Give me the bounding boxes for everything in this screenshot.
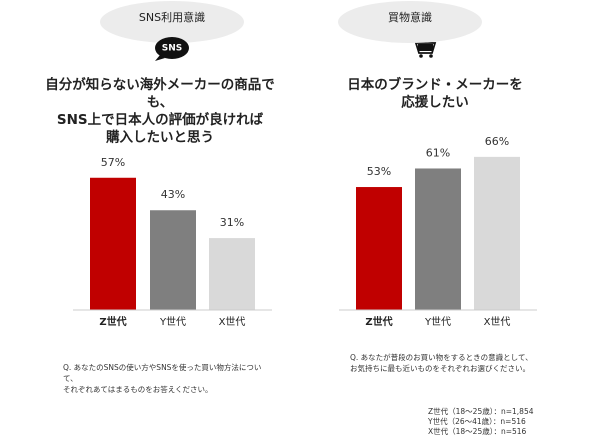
badge-label: SNS利用意識 bbox=[139, 10, 205, 24]
bar bbox=[209, 238, 255, 310]
badge-bg bbox=[100, 1, 244, 43]
x-tick-label: Z世代 bbox=[365, 315, 392, 328]
x-tick-label: X世代 bbox=[219, 316, 246, 328]
sample-size: X世代（18～25歳）：n=516 bbox=[428, 426, 527, 436]
value-label: 61% bbox=[426, 146, 450, 159]
question-note: お気持ちに最も近いものをそれぞれお選びください。 bbox=[350, 363, 530, 373]
question-note: それぞれあてはまるものをお答えください。 bbox=[63, 384, 212, 394]
bar bbox=[356, 187, 402, 310]
chart-title: 日本のブランド・メーカーを bbox=[347, 76, 523, 93]
sample-size: Z世代（18～25歳）：n=1,854 bbox=[428, 406, 534, 416]
value-label: 66% bbox=[485, 135, 509, 148]
sns-icon-text: SNS bbox=[162, 44, 183, 54]
sns-icon-tail bbox=[155, 55, 165, 61]
bar bbox=[415, 168, 461, 310]
chart-title: SNS上で日本人の評価が良ければ bbox=[57, 111, 264, 128]
bar bbox=[150, 210, 196, 310]
chart-title: も、 bbox=[147, 95, 174, 111]
value-label: 43% bbox=[161, 188, 185, 201]
x-tick-label: Z世代 bbox=[99, 315, 126, 328]
sns-icon bbox=[155, 37, 189, 59]
value-label: 31% bbox=[220, 216, 244, 229]
question-note: Q. あなたが普段のお買い物をするときの意識として、 bbox=[350, 352, 533, 362]
chart-title: 自分が知らない海外メーカーの商品で bbox=[45, 76, 275, 93]
question-note: Q. あなたのSNSの使い方やSNSを使った買い物方法につい bbox=[63, 362, 261, 372]
x-tick-label: Y世代 bbox=[424, 316, 451, 328]
sample-size: Y世代（26～41歳）：n=516 bbox=[427, 416, 526, 426]
x-tick-label: Y世代 bbox=[159, 316, 186, 328]
bar bbox=[90, 177, 136, 310]
chart-title: 購入したいと思う bbox=[105, 129, 214, 146]
badge-label: 買物意識 bbox=[388, 10, 432, 24]
bar bbox=[474, 156, 520, 310]
badge-bg bbox=[338, 1, 482, 43]
chart-title: 応援したい bbox=[401, 94, 469, 111]
question-note: て、 bbox=[63, 374, 78, 383]
value-label: 53% bbox=[367, 165, 391, 178]
x-tick-label: X世代 bbox=[484, 316, 511, 328]
value-label: 57% bbox=[101, 156, 125, 169]
